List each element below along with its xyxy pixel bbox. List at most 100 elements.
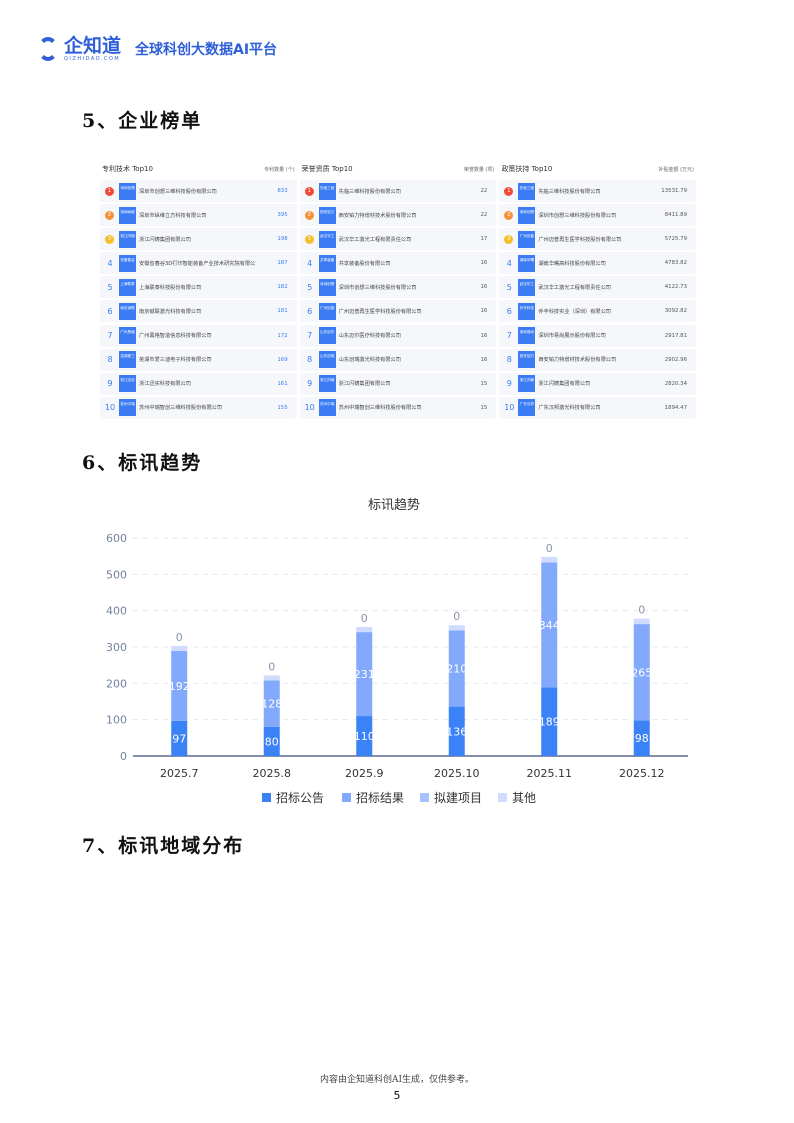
x-tick-label: 2025.10 [434, 767, 480, 780]
table-header: 政策扶持 Top10 补贴金额 (万元) [499, 158, 696, 180]
row-value: 22 [480, 212, 488, 219]
y-tick-label: 600 [106, 532, 127, 545]
row-value: 4783.82 [664, 260, 688, 267]
data-label: 0 [546, 542, 553, 555]
company-logo: 广州黑格 [119, 327, 136, 345]
medal-icon: 2 [504, 210, 514, 220]
legend-label[interactable]: 其他 [512, 791, 536, 805]
x-tick-label: 2025.7 [160, 767, 199, 780]
company-logo: 浙江闪铸 [518, 375, 536, 393]
row-value: 161 [277, 380, 288, 387]
medal-icon: 2 [105, 210, 114, 220]
company-name: 先临三维科技股份有限公司 [538, 188, 601, 195]
table-title: 政策扶持 Top10 [501, 165, 553, 173]
company-name: 南京铖联激光科技有限公司 [139, 308, 202, 315]
ranking-table: 专利技术 Top10 专利数量 (个) 1 深圳创想 深圳市创想三维科技股份有限公司… [100, 158, 297, 421]
company-logo: 深圳纵维 [119, 206, 136, 224]
bar-segment [448, 706, 465, 756]
table-row: 5 上海联泰 上海联泰科技股份有限公司 182 [100, 276, 297, 299]
table-row: 3 浙江闪铸 浙江闪铸集团有限公司 198 [100, 228, 297, 251]
data-label: 98 [635, 732, 649, 745]
company-name: 广州黑格智造信息科技有限公司 [139, 333, 212, 340]
table-row: 6 乔丰科技 乔丰科技实业（深圳）有限公司 3092.82 [499, 300, 697, 323]
page-number: 5 [393, 1089, 401, 1102]
rank-number: 5 [307, 282, 313, 292]
row-value: 395 [277, 212, 288, 219]
company-name: 安徽省春谷3D打印智能装备产业技术研究院有限公司 [139, 260, 256, 267]
legend-label[interactable]: 拟建项目 [434, 791, 482, 805]
company-logo: 武汉华工 [518, 278, 536, 296]
bar-segment [263, 680, 280, 727]
row-value: 833 [277, 188, 288, 194]
medal-icon: 1 [504, 186, 514, 196]
ranking-table: 政策扶持 Top10 补贴金额 (万元) 1 先临三维 先临三维科技股份有限公司 1… [499, 158, 697, 421]
legend-swatch [498, 793, 507, 802]
table-row: 7 广州黑格 广州黑格智造信息科技有限公司 172 [100, 324, 297, 347]
y-tick-label: 0 [120, 750, 127, 763]
company-logo: 先临三维 [518, 182, 536, 200]
company-name: 深圳市创想三维科技股份有限公司 [139, 188, 217, 195]
table-row: 2 深圳纵维 深圳市纵维立方科技有限公司 395 [100, 204, 297, 227]
rank-number: 6 [506, 306, 512, 316]
company-name: 浙江闪铸集团有限公司 [338, 381, 391, 388]
section-heading-trend: 6、标讯趋势 [82, 452, 203, 474]
medal-icon: 1 [304, 186, 314, 196]
company-logo: 山东迈尔 [318, 327, 336, 345]
legend-label[interactable]: 招标结果 [356, 791, 404, 805]
company-logo: 武汉华工 [318, 230, 336, 248]
bar-segment [541, 687, 558, 756]
table-row: 10 苏州中瑞 苏州中瑞智创三维科技股份有限公司 15 [299, 396, 497, 419]
rank-number: 8 [107, 355, 113, 365]
table-row: 6 南京铖联 南京铖联激光科技有限公司 181 [100, 300, 297, 323]
brand-name: 企知道 [64, 35, 122, 57]
table-row: 4 湖南华曙 湖南华曙高科技股份有限公司 4783.82 [499, 252, 697, 275]
data-label: 0 [361, 612, 368, 625]
table-title: 专利技术 Top10 [102, 165, 153, 173]
bar-segment [448, 625, 465, 631]
medal-icon: 3 [304, 234, 314, 244]
rank-number: 7 [107, 331, 113, 341]
table-row: 7 深圳易尚 深圳市易尚展示股份有限公司 2917.81 [499, 324, 697, 347]
table-row: 3 广州迈普 广州迈普再生医学科技股份有限公司 5725.79 [499, 228, 697, 251]
company-name: 武汉华工激光工程有限责任公司 [338, 236, 412, 243]
company-logo: 西安铂力 [318, 206, 336, 224]
legend-label[interactable]: 招标公告 [276, 791, 324, 805]
row-value: 17 [480, 236, 488, 243]
data-label: 0 [268, 660, 275, 673]
company-name: 先临三维科技股份有限公司 [338, 188, 401, 195]
data-label: 265 [631, 666, 652, 679]
table-row: 10 苏州中瑞 苏州中瑞智创三维科技股份有限公司 155 [100, 396, 297, 419]
company-name: 浙江闪铸集团有限公司 [538, 381, 591, 388]
rank-number: 6 [307, 306, 313, 316]
bar-segment [448, 630, 465, 707]
data-label: 97 [172, 732, 186, 745]
rank-number: 5 [506, 282, 512, 292]
bar-segment [263, 726, 280, 756]
data-label: 189 [539, 716, 560, 729]
rank-number: 8 [506, 355, 512, 365]
company-name: 广州迈普再生医学科技股份有限公司 [338, 308, 422, 315]
row-value: 5725.79 [664, 236, 688, 243]
table-header: 专利技术 Top10 专利数量 (个) [100, 158, 297, 180]
data-label: 344 [539, 619, 560, 632]
y-tick-label: 200 [106, 677, 127, 690]
table-row: 7 山东迈尔 山东迈尔医疗科技有限公司 16 [299, 324, 497, 347]
legend-swatch [342, 793, 351, 802]
rank-number: 5 [107, 282, 113, 292]
company-logo: 上海联泰 [119, 278, 136, 296]
table-row: 5 深圳创想 深圳市创想三维科技股份有限公司 16 [299, 276, 497, 299]
company-name: 广东汉邦激光科技有限公司 [538, 405, 601, 412]
table-row: 9 浙江闪铸 浙江闪铸集团有限公司 15 [299, 372, 497, 395]
data-label: 136 [446, 725, 467, 738]
table-row: 4 共享装备 共享装备股份有限公司 16 [299, 252, 497, 275]
x-tick-label: 2025.8 [253, 767, 292, 780]
row-value: 2820.34 [664, 380, 688, 387]
rank-number: 6 [107, 306, 113, 316]
company-name: 苏州中瑞智创三维科技股份有限公司 [338, 405, 422, 412]
bar-segment [541, 556, 558, 563]
table-unit: 专利数量 (个) [264, 166, 295, 173]
table-row: 10 广东汉邦 广东汉邦激光科技有限公司 1894.47 [499, 396, 697, 419]
y-tick-label: 300 [106, 641, 127, 654]
company-logo: 山东创瑞 [318, 351, 336, 369]
row-value: 16 [480, 284, 488, 291]
